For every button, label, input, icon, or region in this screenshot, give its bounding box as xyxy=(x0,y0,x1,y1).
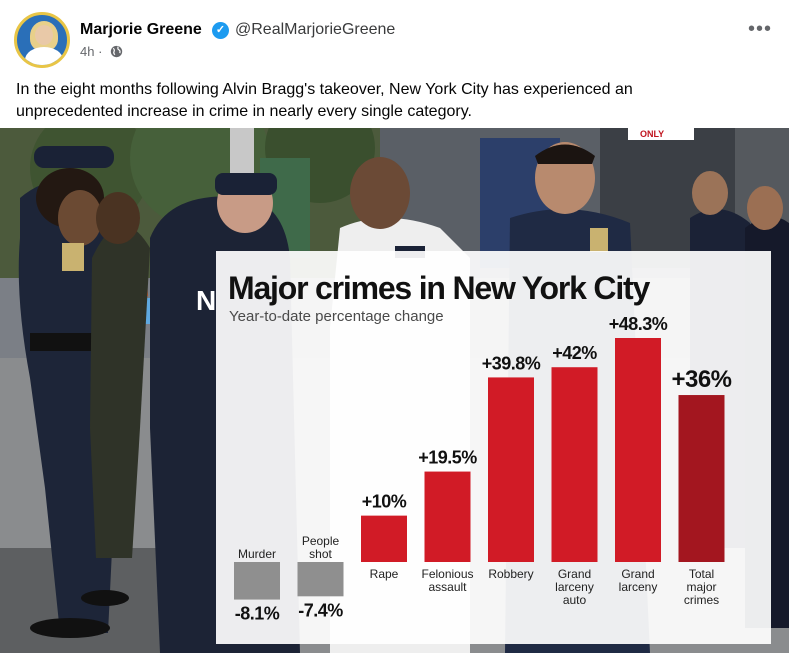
bar-2 xyxy=(361,515,407,562)
bar-0 xyxy=(234,562,280,600)
post-text: In the eight months following Alvin Brag… xyxy=(16,81,633,120)
category-label-6-0: Grand xyxy=(621,567,654,581)
category-label-0-0: Murder xyxy=(238,547,276,561)
bar-3 xyxy=(424,471,471,562)
time-separator: · xyxy=(98,44,103,59)
category-label-4-0: Robbery xyxy=(488,567,533,581)
category-label-7-1: major xyxy=(686,580,716,594)
category-label-3-0: Felonious xyxy=(421,567,473,581)
value-label-4: +39.8% xyxy=(482,353,541,373)
category-label-5-0: Grand xyxy=(558,567,591,581)
photo-jacket-text: N xyxy=(196,285,216,316)
post-header: Marjorie Greene ✓ @RealMarjorieGreene 4h… xyxy=(0,0,789,75)
bar-4 xyxy=(488,377,534,562)
value-label-2: +10% xyxy=(362,492,407,512)
chart-title: Major crimes in New York City xyxy=(228,270,650,306)
bar-5 xyxy=(551,367,598,562)
category-label-1-1: shot xyxy=(309,547,332,561)
category-label-7-2: crimes xyxy=(684,593,719,607)
author-name[interactable]: Marjorie Greene xyxy=(80,21,202,38)
globe-icon xyxy=(110,45,123,58)
author-handle[interactable]: @RealMarjorieGreene xyxy=(235,21,396,38)
category-label-3-1: assault xyxy=(428,580,467,594)
post-timestamp[interactable]: 4h · xyxy=(80,44,102,59)
post-time[interactable]: 4h xyxy=(80,44,95,59)
category-label-5-2: auto xyxy=(563,593,587,607)
bar-7 xyxy=(678,395,725,562)
post-photo[interactable]: ONLY N xyxy=(0,128,789,653)
value-labels-group: -8.1% -7.4% +10% +19.5% +39.8% +42% +48.3% +36% xyxy=(235,314,732,624)
category-label-7-0: Total xyxy=(689,567,714,581)
value-label-0: -8.1% xyxy=(235,604,280,624)
value-label-5: +42% xyxy=(552,343,597,363)
bar-1 xyxy=(297,562,344,597)
verified-badge-icon: ✓ xyxy=(212,22,229,39)
value-label-3: +19.5% xyxy=(418,448,477,468)
bars-group xyxy=(234,338,725,600)
value-label-6: +48.3% xyxy=(609,314,668,334)
value-label-7: +36% xyxy=(671,366,731,393)
photo-sign-text: ONLY xyxy=(640,129,664,139)
author-avatar[interactable] xyxy=(14,12,70,68)
chart: Major crimes in New York City Year-to-da… xyxy=(216,251,771,644)
chart-subtitle: Year-to-date percentage change xyxy=(229,308,444,325)
more-options-button[interactable]: ••• xyxy=(748,18,773,40)
value-label-1: -7.4% xyxy=(298,600,343,620)
category-label-2-0: Rape xyxy=(370,567,399,581)
category-label-1-0: People xyxy=(302,534,340,548)
bar-6 xyxy=(615,338,661,562)
category-label-6-1: larceny xyxy=(619,580,658,594)
category-label-5-1: larceny xyxy=(555,580,594,594)
